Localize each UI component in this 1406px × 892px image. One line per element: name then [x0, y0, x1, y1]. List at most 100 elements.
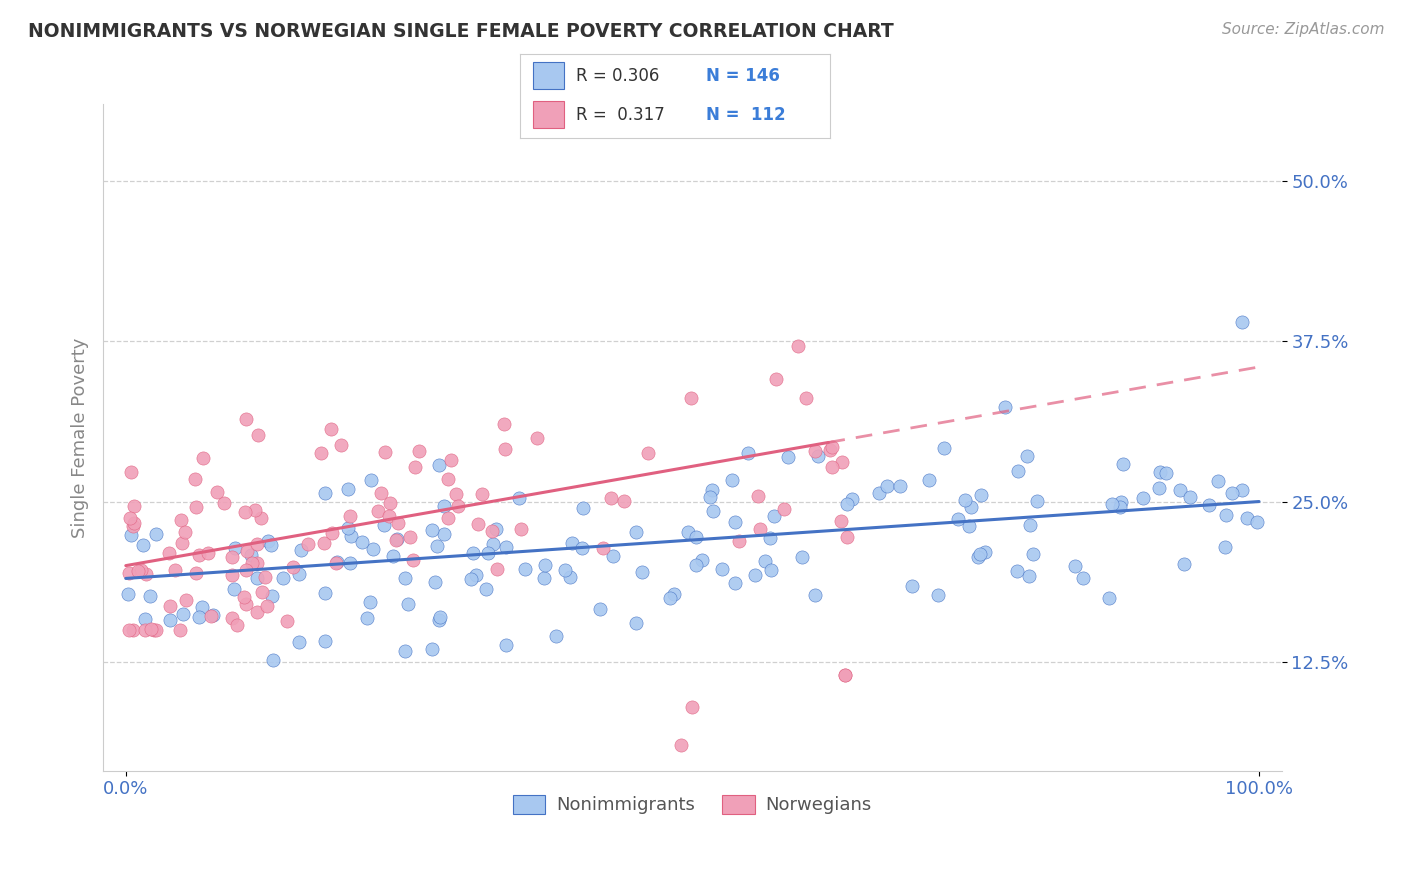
- Point: [1149, 465, 1171, 479]
- Point: [246, 556, 269, 570]
- Point: [546, 629, 568, 643]
- Point: [118, 566, 141, 580]
- Point: [447, 499, 470, 513]
- Point: [1213, 540, 1236, 554]
- Point: [918, 473, 941, 487]
- Point: [138, 589, 160, 603]
- Point: [467, 516, 489, 531]
- Point: [821, 460, 844, 475]
- Point: [481, 524, 503, 539]
- Point: [145, 623, 167, 637]
- Point: [433, 499, 456, 513]
- Point: [1232, 483, 1254, 498]
- Point: [259, 538, 281, 552]
- Point: [974, 545, 997, 559]
- Point: [157, 546, 180, 560]
- Point: [326, 555, 349, 569]
- Point: [122, 516, 145, 530]
- Point: [173, 524, 195, 539]
- Point: [1230, 315, 1253, 329]
- Point: [221, 568, 243, 582]
- Point: [426, 539, 449, 553]
- Point: [724, 515, 747, 529]
- Point: [339, 508, 361, 523]
- Point: [513, 561, 536, 575]
- Point: [288, 567, 311, 582]
- Point: [207, 484, 229, 499]
- Point: [436, 510, 458, 524]
- Point: [361, 541, 384, 556]
- Point: [759, 531, 782, 545]
- Point: [169, 623, 191, 637]
- Point: [117, 587, 139, 601]
- Point: [235, 544, 257, 558]
- Point: [276, 614, 298, 628]
- Point: [360, 473, 382, 487]
- Point: [240, 556, 263, 570]
- Point: [792, 549, 814, 564]
- Point: [475, 582, 498, 596]
- Point: [957, 519, 980, 533]
- Point: [807, 449, 830, 463]
- Point: [350, 534, 373, 549]
- Point: [214, 496, 236, 510]
- Point: [477, 546, 499, 560]
- Point: [1132, 491, 1154, 505]
- Point: [337, 483, 360, 497]
- Point: [222, 582, 245, 596]
- Point: [662, 586, 685, 600]
- Point: [1215, 508, 1237, 523]
- Point: [1108, 500, 1130, 514]
- Point: [309, 446, 332, 460]
- Point: [245, 571, 267, 585]
- Point: [314, 485, 336, 500]
- Point: [382, 549, 405, 563]
- Point: [226, 617, 249, 632]
- Point: [370, 486, 392, 500]
- Point: [624, 525, 647, 540]
- Point: [187, 548, 209, 562]
- Point: [685, 558, 707, 573]
- Point: [378, 509, 401, 524]
- Point: [427, 613, 450, 627]
- Point: [186, 500, 208, 514]
- Point: [1109, 494, 1132, 508]
- Point: [120, 465, 142, 479]
- Point: [1198, 498, 1220, 512]
- Point: [679, 391, 702, 405]
- Point: [744, 568, 766, 582]
- Point: [495, 638, 517, 652]
- Point: [835, 530, 858, 544]
- Point: [288, 635, 311, 649]
- Point: [889, 479, 911, 493]
- Point: [1007, 464, 1029, 478]
- Text: NONIMMIGRANTS VS NORWEGIAN SINGLE FEMALE POVERTY CORRELATION CHART: NONIMMIGRANTS VS NORWEGIAN SINGLE FEMALE…: [28, 22, 894, 41]
- Point: [433, 526, 456, 541]
- Point: [325, 556, 347, 570]
- Point: [710, 562, 733, 576]
- Point: [834, 667, 856, 681]
- Point: [1173, 557, 1195, 571]
- Point: [534, 558, 557, 573]
- Point: [262, 589, 284, 603]
- Point: [359, 595, 381, 609]
- Point: [224, 541, 246, 556]
- Point: [1073, 571, 1095, 585]
- Point: [127, 565, 149, 579]
- Point: [256, 599, 278, 613]
- Point: [290, 543, 312, 558]
- Point: [129, 563, 152, 577]
- Point: [702, 504, 724, 518]
- Point: [170, 535, 193, 549]
- Point: [558, 569, 581, 583]
- Point: [901, 578, 924, 592]
- Point: [314, 634, 336, 648]
- Point: [959, 500, 981, 514]
- Point: [425, 574, 447, 589]
- Point: [613, 494, 636, 508]
- Point: [374, 445, 396, 459]
- Point: [804, 588, 827, 602]
- Point: [571, 541, 593, 556]
- Point: [1168, 483, 1191, 498]
- Point: [233, 505, 256, 519]
